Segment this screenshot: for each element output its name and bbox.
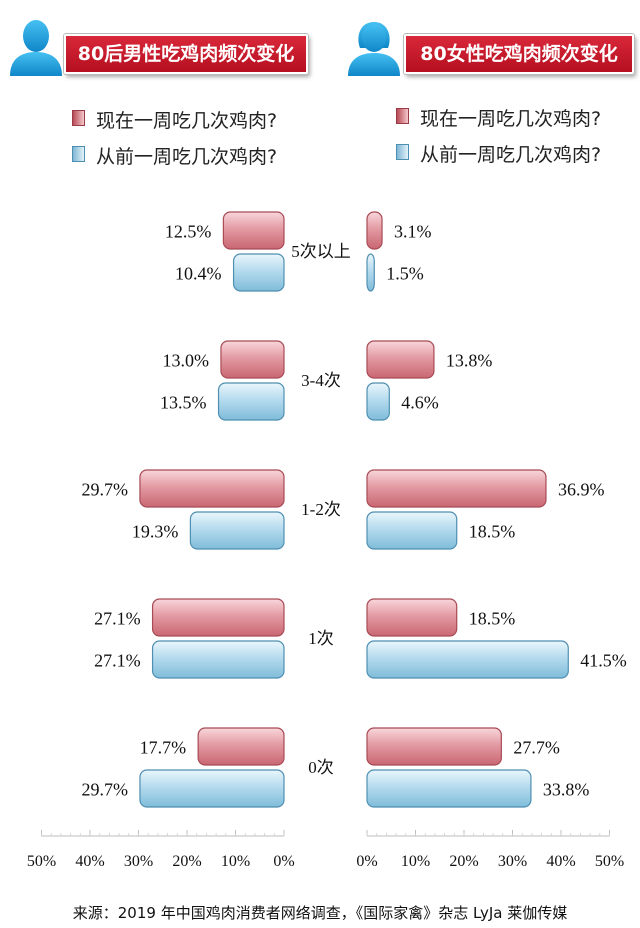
female-bar-now — [366, 598, 458, 637]
female-bar-before — [366, 511, 458, 550]
female-data-label: 18.5% — [469, 522, 515, 542]
female-data-label: 36.9% — [558, 480, 605, 500]
tick-label: 0% — [356, 853, 377, 870]
female-data-label: 27.7% — [513, 738, 560, 758]
female-bar-now — [366, 211, 383, 250]
tick-label: 40% — [75, 853, 104, 870]
male-bar-now — [151, 598, 285, 637]
male-data-label: 27.1% — [94, 651, 141, 671]
male-person-icon — [10, 20, 62, 76]
male-data-label: 12.5% — [165, 222, 212, 242]
female-data-label: 33.8% — [543, 780, 590, 800]
source-note: 来源：2019 年中国鸡肉消费者网络调查，《国际家禽》杂志 LyJa 莱伽传媒 — [72, 904, 568, 922]
legend-label-before: 从前一周吃几次鸡肉? — [420, 144, 602, 166]
female-bar-now — [366, 469, 547, 508]
female-data-label: 41.5% — [580, 651, 627, 671]
category-label: 0次 — [308, 758, 334, 777]
legend-label-before: 从前一周吃几次鸡肉? — [96, 146, 278, 168]
category-label: 1-2次 — [301, 500, 341, 519]
male-bar-before — [151, 640, 285, 679]
male-data-label: 17.7% — [140, 738, 187, 758]
tick-label: 20% — [449, 853, 478, 870]
male-data-label: 19.3% — [132, 522, 179, 542]
chicken-frequency-chart: 5次以上 3-4次 1-2次 1次 0次 12.5% 13.0% 29.7% 27.1% 17.7… — [27, 211, 627, 870]
female-data-label: 3.1% — [394, 222, 432, 242]
female-bar-now — [366, 727, 502, 766]
female-bar-before — [366, 382, 390, 421]
category-label: 3-4次 — [301, 371, 341, 390]
male-bar-now — [139, 469, 285, 508]
tick-label: 20% — [172, 853, 201, 870]
female-data-label: 13.8% — [446, 351, 493, 371]
tick-label: 50% — [595, 853, 624, 870]
legend-label-now: 现在一周吃几次鸡肉? — [96, 110, 278, 132]
female-bar-before — [366, 640, 569, 679]
female-person-icon — [348, 22, 400, 76]
female-bar-before — [366, 253, 375, 292]
legend-label-now: 现在一周吃几次鸡肉? — [420, 108, 602, 130]
male-bar-now — [220, 340, 285, 379]
male-bar-before — [232, 253, 285, 292]
tick-label: 0% — [273, 853, 294, 870]
female-bar-before — [366, 769, 532, 808]
male-data-label: 13.5% — [160, 393, 207, 413]
male-data-label: 29.7% — [81, 480, 128, 500]
tick-label: 30% — [124, 853, 153, 870]
legend-swatch-before — [396, 144, 409, 160]
legend-swatch-before — [72, 146, 85, 162]
tick-label: 10% — [401, 853, 430, 870]
tick-label: 10% — [221, 853, 250, 870]
female-chart-title: 80女性吃鸡肉频次变化 — [404, 34, 634, 74]
male-data-label: 27.1% — [94, 609, 141, 629]
female-bar-now — [366, 340, 435, 379]
male-bar-now — [197, 727, 285, 766]
category-label: 1次 — [308, 629, 334, 648]
tick-label: 50% — [27, 853, 56, 870]
male-data-label: 13.0% — [162, 351, 209, 371]
male-chart-title: 80后男性吃鸡肉频次变化 — [64, 34, 308, 74]
male-bar-now — [222, 211, 285, 250]
legend-swatch-now — [72, 110, 85, 126]
female-data-label: 1.5% — [386, 264, 424, 284]
male-data-label: 29.7% — [81, 780, 128, 800]
male-bar-before — [217, 382, 285, 421]
tick-label: 30% — [498, 853, 527, 870]
female-data-label: 18.5% — [469, 609, 515, 629]
female-data-label: 4.6% — [401, 393, 439, 413]
male-bar-before — [139, 769, 285, 808]
male-bar-before — [189, 511, 285, 550]
legend-swatch-now — [396, 108, 409, 124]
tick-label: 40% — [546, 853, 575, 870]
category-label: 5次以上 — [291, 242, 351, 261]
male-data-label: 10.4% — [175, 264, 222, 284]
